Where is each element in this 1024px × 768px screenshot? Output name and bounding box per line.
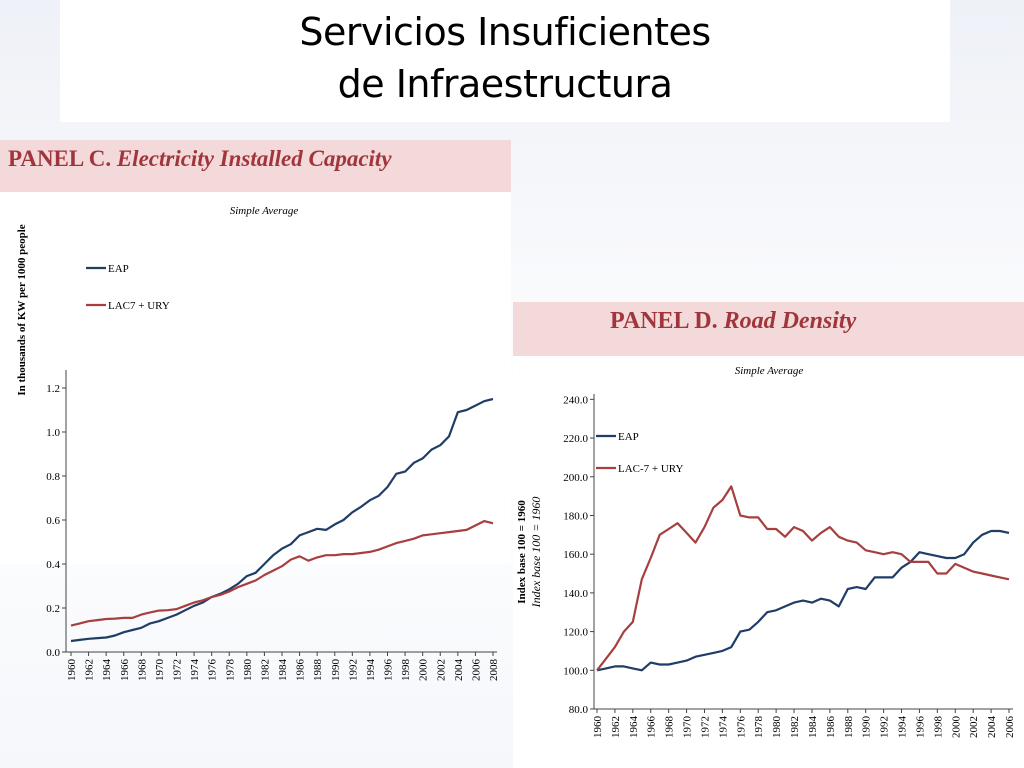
x-tick-label: 1988 [312,659,324,682]
x-tick-label: 1998 [400,659,412,682]
x-tick-label: 1992 [879,716,891,738]
y-tick-label: 180.0 [563,510,588,522]
panel-d-header: PANEL D. Road Density [513,302,1024,356]
x-tick-label: 1976 [207,659,219,682]
y-tick-label: 100.0 [563,665,588,677]
y-tick-label: 1.2 [46,383,60,395]
x-tick-label: 1984 [807,716,819,739]
x-tick-label: 1978 [753,716,765,739]
x-tick-label: 2000 [418,659,430,682]
legend-label: EAP [108,263,129,275]
x-tick-label: 1998 [932,716,944,739]
y-tick-label: 1.0 [46,427,60,439]
series-line-eap [70,397,494,643]
x-tick-label: 1968 [136,659,148,682]
x-tick-label: 2004 [986,716,998,739]
series-line-eap [596,529,1010,672]
panel-c-header: PANEL C. Electricity Installed Capacity [0,140,511,192]
x-tick-label: 1988 [843,716,855,739]
x-tick-label: 1972 [699,716,711,738]
x-tick-label: 1994 [365,659,377,682]
slide-title-line-1: Servicios Insuficientes [299,10,711,54]
x-tick-label: 1966 [119,659,131,682]
x-tick-label: 1972 [172,659,184,681]
y-tick-label: 200.0 [563,472,588,484]
x-tick-label: 1968 [664,716,676,739]
y-tick-label: 0.6 [46,515,60,527]
x-tick-label: 2006 [1004,716,1016,739]
panel-d-title: Road Density [723,308,857,334]
y-tick-label: 140.0 [563,588,588,600]
x-tick-label: 2002 [968,716,980,738]
x-tick-label: 1992 [347,659,359,681]
panel-d-road-density: PANEL D. Road Density Simple Average 80.0… [513,302,1024,768]
electricity-chart: Simple Average 0.0 0.2 0.4 0.6 0.8 1.0 1.2 1960 1… [16,205,500,681]
x-tick-label: 1962 [610,716,622,738]
x-tick-label: 2000 [950,716,962,739]
x-tick-label: 2006 [470,659,482,682]
x-tick-label: 1976 [735,716,747,739]
legend-label: EAP [618,431,639,443]
y-axis-label: In thousands of KW per 1000 people [16,224,28,395]
series-line-lac [70,520,494,627]
x-tick-label: 1960 [592,716,604,739]
x-tick-label: 1966 [646,716,658,739]
x-tick-label: 1970 [154,659,166,682]
y-tick-label: 160.0 [563,549,588,561]
panel-c-electricity: PANEL C. Electricity Installed Capacity … [0,140,511,681]
x-tick-label: 1984 [277,659,289,682]
x-tick-label: 2002 [435,659,447,681]
chart-subtitle: Simple Average [735,365,804,377]
x-tick-label: 1982 [259,659,271,681]
x-tick-label: 1980 [242,659,254,682]
y-axis-label-secondary: Index base 100 = 1960 [529,497,543,609]
y-tick-label: 0.2 [46,603,60,615]
x-tick-label: 1982 [789,716,801,738]
x-tick-label: 1986 [825,716,837,739]
x-tick-label: 1960 [66,659,78,682]
slide-title-box: Servicios Insuficientes de Infraestructu… [60,0,950,122]
x-tick-label: 1974 [189,659,201,682]
panel-c-label: PANEL C. [8,146,112,171]
legend-label: LAC7 + URY [108,300,170,312]
panel-d-label: PANEL D. [610,308,718,334]
x-tick-label: 1980 [771,716,783,739]
chart-subtitle: Simple Average [230,205,299,217]
legend-label: LAC-7 + URY [618,463,684,475]
y-tick-label: 220.0 [563,433,588,445]
x-tick-label: 1964 [101,659,113,682]
x-tick-label: 2004 [453,659,465,682]
x-tick-label: 1986 [295,659,307,682]
x-tick-label: 1970 [682,716,694,739]
series-line-lac [596,485,1010,671]
y-axis-label: Index base 100 = 1960 [516,500,528,604]
x-tick-label: 1994 [897,716,909,739]
road-density-chart: Simple Average 80.0 100.0 120.0 140.0 160.0 18… [516,365,1016,739]
y-tick-label: 0.8 [46,471,60,483]
slide-title-line-2: de Infraestructura [337,62,673,106]
x-tick-label: 1990 [861,716,873,739]
x-tick-label: 1962 [84,659,96,681]
y-tick-label: 0.0 [46,647,60,659]
x-tick-label: 1990 [330,659,342,682]
y-tick-label: 0.4 [46,559,60,571]
x-tick-label: 2008 [488,659,500,682]
y-tick-label: 80.0 [569,704,589,716]
x-tick-label: 1996 [383,659,395,682]
y-tick-label: 240.0 [563,394,588,406]
panel-c-title: Electricity Installed Capacity [116,146,392,171]
x-tick-label: 1974 [717,716,729,739]
x-tick-label: 1964 [628,716,640,739]
x-tick-label: 1978 [224,659,236,682]
x-tick-label: 1996 [914,716,926,739]
y-tick-label: 120.0 [563,627,588,639]
